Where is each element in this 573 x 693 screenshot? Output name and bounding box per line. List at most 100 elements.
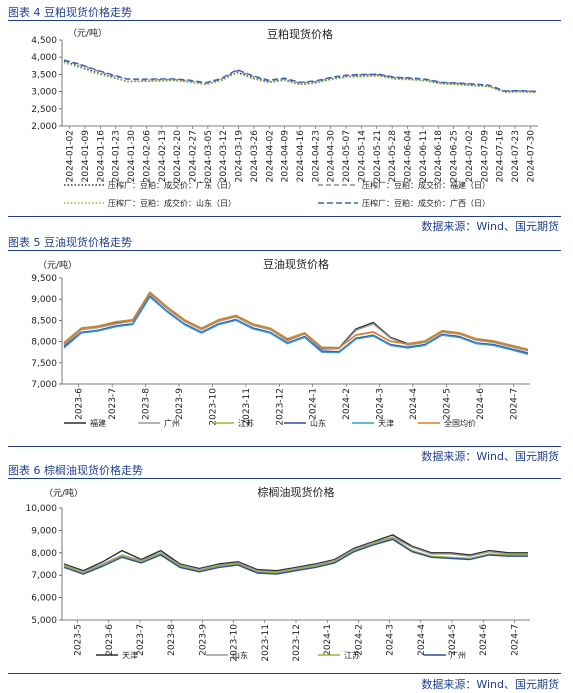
x-tick-label: 2024-4	[409, 388, 419, 420]
x-tick-label: 2024-02-20	[173, 130, 183, 183]
x-tick-label: 2024-05-28	[388, 130, 398, 183]
y-tick-label: 9,500	[31, 274, 57, 284]
figure-6-label: 图表 6 棕榈油现货价格走势	[8, 464, 143, 477]
y-tick-label: 7,000	[31, 380, 57, 390]
x-tick-label: 2023-11	[261, 624, 271, 662]
x-tick-label: 2024-04-16	[296, 130, 306, 183]
figure-4-panel: 图表 4 豆粕现货价格走势 豆粕现货价格 （元/吨） 2,000 2,500 3,000…	[0, 0, 573, 235]
legend-label: 江苏	[238, 418, 254, 428]
x-tick-label: 2024-04-30	[327, 130, 337, 183]
figure-5-top-rule	[8, 250, 561, 251]
y-tick-label: 2,000	[31, 122, 57, 132]
x-tick-label: 2024-07-02	[465, 130, 475, 182]
x-tick-label: 2024-04-02	[265, 130, 275, 182]
series-line-6	[63, 291, 529, 351]
figure-4-source: 数据来源：Wind、国元期货	[421, 220, 559, 233]
soymeal-price-chart: 豆粕现货价格 （元/吨） 2,000 2,500 3,000 3,500 4,000 4,50…	[31, 27, 538, 208]
figure-6-panel: 图表 6 棕榈油现货价格走势 棕榈油现货价格 （元/吨） 5,000 6,000 7,0…	[0, 460, 573, 693]
x-tick-label: 2024-05-07	[342, 130, 352, 182]
series-line-1	[63, 60, 537, 93]
series-line-3	[63, 537, 528, 574]
x-tick-label: 2024-6	[479, 624, 489, 656]
x-tick-label: 2024-04-09	[281, 130, 291, 183]
chart-title: 棕榈油现货价格	[258, 485, 335, 499]
y-axis-unit: （元/吨）	[44, 487, 83, 499]
x-tick-label: 2024-06-18	[434, 130, 444, 183]
x-tick-label: 2023-5	[74, 624, 84, 656]
x-tick-label: 2023-10	[208, 388, 218, 426]
series-line-2	[63, 293, 529, 352]
x-tick-label: 2023-12	[292, 624, 302, 662]
x-tick-label: 2024-01-02	[66, 130, 76, 182]
x-tick-label: 2023-11	[242, 388, 252, 426]
series-line-4	[63, 538, 528, 575]
x-tick-label: 2024-03-12	[219, 130, 229, 182]
y-tick-label: 8,000	[31, 549, 57, 559]
y-tick-label: 9,000	[31, 295, 57, 305]
x-tick-label: 2024-07-23	[511, 130, 521, 182]
x-tick-label: 2024-1	[309, 388, 319, 420]
y-tick-label: 3,000	[31, 88, 57, 98]
legend-label: 广州	[164, 418, 180, 428]
x-tick-label: 2024-01-09	[81, 130, 91, 183]
legend-label: 天津	[378, 418, 394, 428]
x-tick-label: 2024-01-30	[127, 130, 137, 183]
y-tick-label: 10,000	[26, 504, 58, 514]
x-tick-label: 2023-12	[275, 388, 285, 426]
figure-4-top-rule	[8, 20, 561, 21]
x-tick-label: 2024-05-14	[357, 130, 367, 183]
x-tick-label: 2024-2	[354, 624, 364, 656]
figure-5-source: 数据来源：Wind、国元期货	[421, 450, 559, 463]
x-tick-label: 2023-8	[167, 624, 177, 656]
series-line-1	[63, 534, 528, 572]
x-tick-label: 2024-05-21	[373, 130, 383, 182]
x-tick-label: 2024-06-11	[419, 130, 429, 182]
legend-label: 全国均价	[444, 418, 476, 428]
legend-label: 山东	[310, 418, 326, 428]
x-tick-label: 2024-07-09	[480, 130, 490, 183]
x-tick-label: 2024-2	[342, 388, 352, 420]
legend-label: 压榨厂：豆粕：成交价：山东（日）	[108, 198, 236, 208]
x-tick-label: 2024-01-23	[112, 130, 122, 182]
legend-label: 广州	[450, 650, 466, 660]
figure-5-label: 图表 5 豆油现货价格走势	[8, 236, 132, 249]
x-tick-label: 2023-10	[230, 624, 240, 662]
figure-5-bottom-rule	[8, 446, 561, 447]
series-line-5	[63, 296, 529, 355]
x-tick-label: 2024-1	[323, 624, 333, 656]
x-tick-label: 2024-7	[509, 388, 519, 420]
x-tick-label: 2023-9	[175, 388, 185, 420]
x-tick-label: 2024-02-13	[158, 130, 168, 182]
series-line-3	[63, 62, 537, 94]
x-tick-label: 2023-7	[108, 388, 118, 420]
y-tick-label: 2,500	[31, 105, 57, 115]
x-tick-label: 2024-01-16	[96, 130, 106, 183]
x-tick-label: 2024-4	[417, 624, 427, 656]
series-line-2	[63, 59, 537, 93]
figure-5-panel: 图表 5 豆油现货价格走势 豆油现货价格 （元/吨） 7,000 7,500 8,000…	[0, 232, 573, 463]
legend-label: 福建	[90, 418, 106, 428]
y-tick-label: 8,500	[31, 316, 57, 326]
figure-6-bottom-rule	[8, 673, 561, 674]
legend-label: 压榨厂：豆粕：成交价：福建（日）	[362, 180, 490, 190]
palm-oil-price-chart: 棕榈油现货价格 （元/吨） 5,000 6,000 7,000 8,000 9,000 10,…	[26, 485, 530, 662]
x-tick-label: 2024-02-06	[142, 130, 152, 183]
x-tick-label: 2024-03-05	[204, 130, 214, 182]
figure-4-bottom-rule	[8, 216, 561, 217]
legend-label: 山东	[232, 650, 248, 660]
legend-label: 压榨厂：豆粕：成交价：广东（日）	[108, 180, 236, 190]
series-line-2	[63, 536, 528, 573]
x-tick-label: 2024-3	[386, 624, 396, 656]
series-line-4	[63, 295, 529, 354]
y-tick-label: 5,000	[31, 616, 57, 626]
x-tick-label: 2023-9	[198, 624, 208, 656]
y-tick-label: 3,500	[31, 70, 57, 80]
series-line-4	[63, 59, 537, 92]
x-tick-label: 2024-6	[476, 388, 486, 420]
x-tick-label: 2023-6	[105, 624, 115, 656]
x-tick-label: 2024-5	[448, 624, 458, 656]
y-tick-label: 7,500	[31, 359, 57, 369]
y-tick-label: 4,500	[31, 36, 57, 46]
x-tick-label: 2024-06-25	[450, 130, 460, 182]
y-axis-unit: （元/吨）	[38, 259, 77, 271]
